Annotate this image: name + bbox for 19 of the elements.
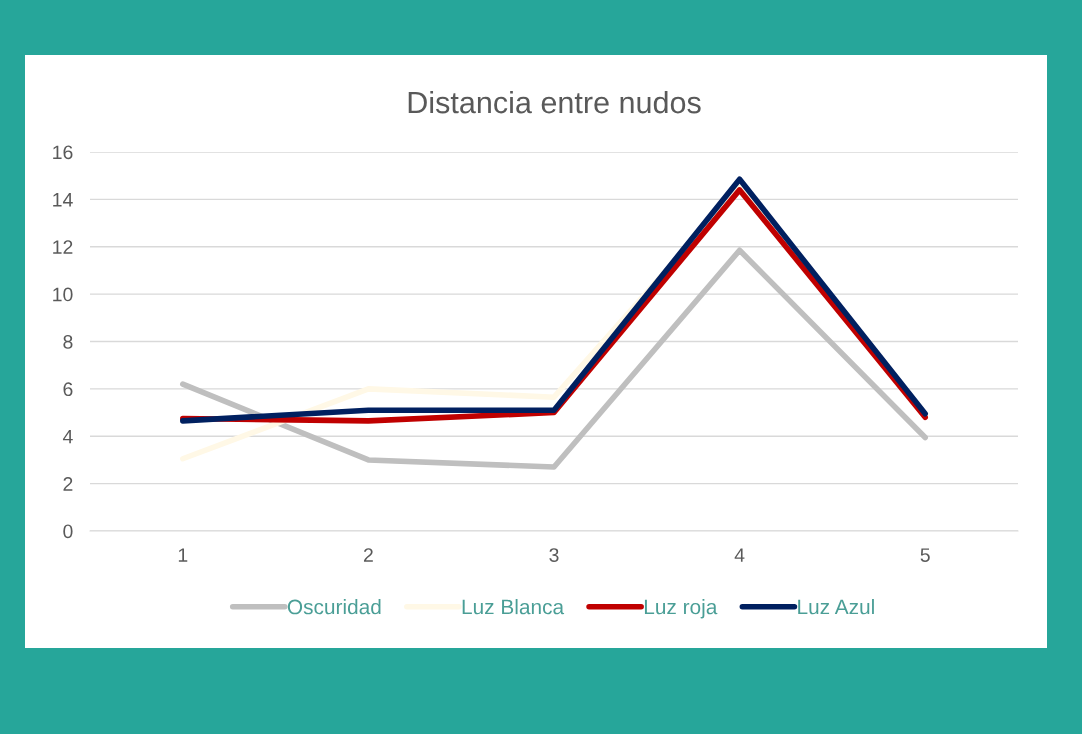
x-tick-label: 4: [734, 548, 745, 562]
y-tick-label: 4: [62, 429, 73, 444]
x-tick-label: 2: [363, 548, 373, 562]
legend-label: Oscuridad: [287, 599, 381, 615]
y-tick-label: 0: [63, 524, 73, 539]
chart-title: Distancia entre nudos: [408, 90, 701, 114]
y-tick-label: 6: [63, 382, 73, 397]
y-tick-label: 12: [53, 240, 73, 254]
y-tick-label: 14: [53, 193, 73, 207]
y-tick-label: 2: [63, 477, 73, 491]
x-tick-label: 1: [178, 548, 188, 562]
y-tick-label: 10: [53, 287, 73, 302]
legend-label: Luz roja: [644, 599, 718, 619]
x-tick-label: 5: [920, 548, 930, 562]
y-tick-label: 16: [53, 145, 73, 160]
legend-label: Luz Blanca: [462, 599, 565, 615]
x-tick-label: 3: [549, 548, 559, 562]
y-tick-label: 8: [63, 334, 73, 349]
legend-label: Luz Azul: [798, 599, 874, 615]
